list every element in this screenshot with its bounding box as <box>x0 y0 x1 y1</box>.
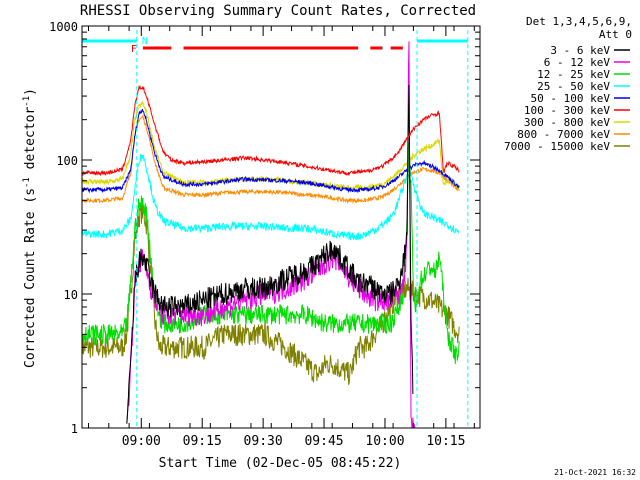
y-axis-ticks: 1 10 100 1000 <box>49 20 480 436</box>
x-tick-label: 09:45 <box>304 434 343 449</box>
legend-entry-label: 800 - 7000 keV <box>517 128 610 141</box>
legend-entry-label: 25 - 50 keV <box>537 80 610 93</box>
night-label: N <box>142 36 148 47</box>
legend-entry-label: 12 - 25 keV <box>537 68 610 81</box>
series-line-8 <box>81 114 460 205</box>
series-line-5 <box>81 108 460 194</box>
timestamp: 21-Oct-2021 16:32 <box>554 468 636 477</box>
series-line-6 <box>81 84 460 177</box>
plot-annotation-layer: NF <box>82 30 469 428</box>
y-tick-label: 10 <box>64 288 78 302</box>
series-line-3 <box>81 142 460 365</box>
y-axis-label-part: ) <box>23 88 38 96</box>
legend-header-line: Det 1,3,4,5,6,9, <box>526 15 632 28</box>
x-tick-label: 09:30 <box>244 434 283 449</box>
legend-entry-label: 50 - 100 keV <box>531 92 611 105</box>
x-tick-label: 09:00 <box>122 434 161 449</box>
chart-title: RHESSI Observing Summary Count Rates, Co… <box>80 3 476 19</box>
plot-series-layer <box>81 41 460 429</box>
x-tick-label: 10:15 <box>426 434 465 449</box>
y-tick-label: 1000 <box>49 20 78 34</box>
legend-entry-label: 100 - 300 keV <box>524 104 610 117</box>
series-line-1 <box>126 84 414 424</box>
y-axis-label-sup: -1 <box>22 177 32 188</box>
legend-entry-label: 7000 - 15000 keV <box>504 140 610 153</box>
legend-entry-label: 3 - 6 keV <box>550 44 610 57</box>
x-tick-label: 10:00 <box>365 434 404 449</box>
plot-frame <box>81 25 481 429</box>
y-axis-label: Corrected Count Rate (s-1 detector-1) <box>22 88 38 368</box>
y-axis-label-sup: -1 <box>22 96 32 107</box>
y-axis-label-part: detector <box>23 107 38 178</box>
legend-entry-label: 6 - 12 keV <box>544 56 611 69</box>
x-axis-ticks: 09:00 09:15 09:30 09:45 10:00 10:15 <box>87 26 475 449</box>
flare-label: F <box>131 44 137 55</box>
series-line-4 <box>81 154 460 241</box>
y-tick-label: 100 <box>56 154 78 168</box>
legend-header-line: Att 0 <box>599 28 632 41</box>
legend-entry-label: 300 - 800 keV <box>524 116 610 129</box>
series-line-7 <box>81 101 460 192</box>
y-tick-label: 1 <box>71 422 78 436</box>
y-axis-label-part: Corrected Count Rate (s <box>23 188 38 368</box>
x-tick-label: 09:15 <box>183 434 222 449</box>
series-line-2 <box>126 41 416 429</box>
x-axis-label: Start Time (02-Dec-05 08:45:22) <box>159 456 402 471</box>
